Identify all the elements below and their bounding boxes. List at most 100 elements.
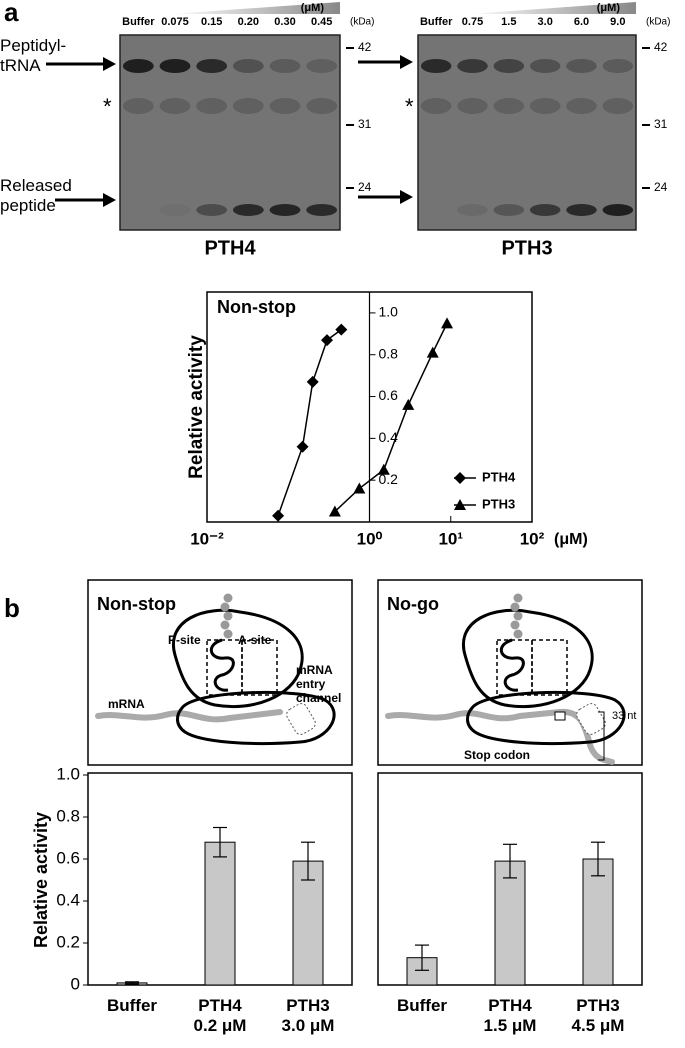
data-point [454,499,466,510]
small-subunit [176,690,336,746]
x-tick-label: 10⁰ [357,529,383,548]
entry-channel [576,703,606,735]
y-tick-label: 0.4 [379,429,399,445]
y-tick-label: 0 [71,974,80,993]
gel-band [420,59,452,73]
small-subunit [466,690,626,746]
data-point [441,317,454,329]
gel-band [566,98,597,114]
marker-label: 24 [358,180,372,194]
concentration-wedge [171,2,340,14]
asterisk: * [103,94,112,119]
peptide-bead [513,611,523,621]
diagram-label: P-site [168,633,201,647]
gel-band [232,98,264,114]
x-tick-label: PTH4 0.2 μM [193,996,247,1035]
y-tick-label: 0.6 [379,387,399,403]
data-point [353,482,366,494]
mrna [95,709,283,723]
gel-band [122,59,154,73]
peptide-bead [220,602,230,612]
peptide-bead [513,593,523,603]
gel-band [122,98,154,114]
gel-band [306,98,338,114]
p-site [496,639,533,696]
lane-label: Buffer [420,16,453,28]
y-tick-label: 0.8 [56,806,80,825]
bar [494,860,526,986]
diagram-label: 33 nt [612,710,636,722]
lane-label: 0.20 [238,16,259,28]
y-tick-label: 0.6 [56,848,80,867]
lane-label: 6.0 [574,16,589,28]
diagram-label: Stop codon [464,748,530,762]
entry-channel [286,703,316,735]
a-site [241,639,278,696]
band-label: Peptidyl- tRNA [0,36,67,75]
gel-band [529,98,561,114]
x-unit: (μM) [554,531,588,548]
gel-band [493,98,525,114]
panel-label: a [4,0,19,27]
gel-band [529,204,561,216]
gel-band [602,59,634,73]
gel-band [457,98,488,114]
series-line [277,329,342,516]
x-tick-label: PTH3 3.0 μM [281,996,335,1035]
gel-band [269,59,301,73]
kda-label: (kDa) [350,17,374,28]
x-tick-label: Buffer [106,996,158,1015]
gel-band [196,204,228,216]
gel-band [566,59,597,73]
peptide-bead [220,620,230,630]
y-tick-label: 1.0 [379,304,399,320]
y-axis-label: Relative activity [186,335,207,479]
data-point [377,463,390,475]
bracket [598,711,605,761]
peptide-bead [510,602,520,612]
diagram-label: mRNA [108,697,145,711]
gel-band [232,204,264,216]
x-tick-label: 10⁻² [190,529,224,548]
gel-band [306,59,338,73]
gel-title: PTH4 [204,237,256,259]
stop-codon [554,711,566,721]
gel-band [232,59,264,73]
gel-band [457,59,488,73]
arrow-head [103,193,116,207]
y-tick-label: 0.8 [379,345,399,361]
lane-label: 0.15 [201,16,222,28]
diagram-title: No-go [387,594,439,614]
x-tick-label: 10² [520,529,545,548]
large-subunit [461,608,594,709]
a-site [531,639,568,696]
band-label: Released peptide [0,176,72,215]
gel-band [457,204,488,216]
data-point [328,505,341,517]
legend-label: PTH4 [482,469,516,484]
lane-label: 0.75 [462,16,483,28]
data-point [296,440,309,453]
peptide-bead [513,629,523,639]
gel-band [269,98,301,114]
diagram-frame [87,579,353,766]
data-point [321,334,334,347]
y-tick-label: 0.4 [56,890,80,909]
gel [417,34,637,231]
lane-label: 0.075 [161,16,189,28]
gel-band [306,204,338,216]
gel-band [602,204,634,216]
mrna [385,708,615,765]
lane-label: 0.45 [311,16,332,28]
diagram-frame [377,579,643,766]
arrow-head [400,55,413,69]
peptide-bead [223,611,233,621]
marker-label: 31 [654,117,668,131]
lane-label: 0.30 [274,16,295,28]
gel-band [196,59,228,73]
peptide-bead [223,629,233,639]
arrow-head [400,190,413,204]
arrow-head [103,57,116,71]
marker-label: 24 [654,180,668,194]
